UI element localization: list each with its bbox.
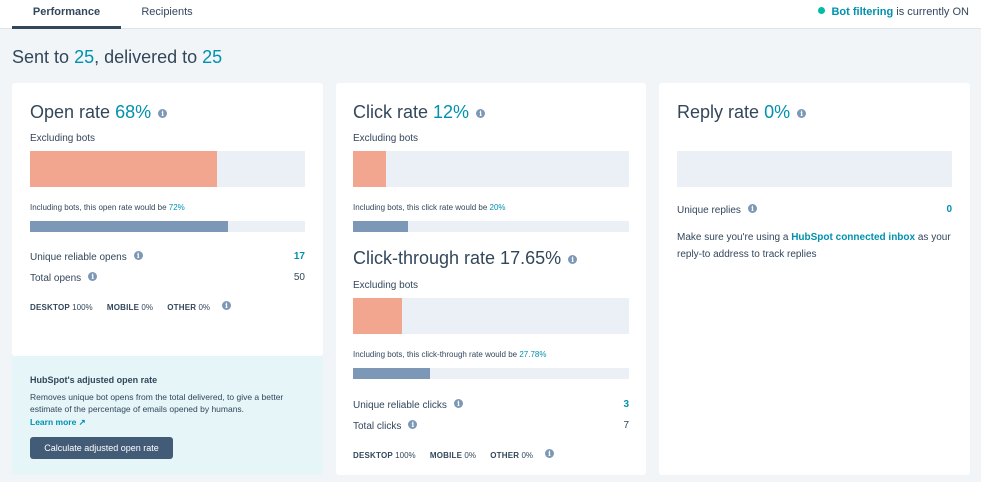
connected-inbox-link[interactable]: HubSpot connected inbox: [791, 232, 916, 243]
total-clicks-text: Total clicks: [353, 421, 402, 432]
unique-replies-label: Unique replies i: [677, 204, 757, 216]
click-rate-label: Click rate: [353, 102, 429, 122]
click-rate-card: Click rate 12% i Excluding bots Including…: [336, 83, 646, 475]
device-other: OTHER 0%: [167, 303, 211, 312]
device-desktop: DESKTOP 100%: [30, 303, 93, 312]
unique-opens-text: Unique reliable opens: [30, 252, 127, 263]
open-rate-value: 68%: [115, 102, 152, 122]
unique-clicks-value[interactable]: 3: [623, 399, 629, 410]
unique-replies-text: Unique replies: [677, 205, 741, 216]
click-rate-bar-fill: [353, 151, 387, 187]
device-mobile: MOBILE 0%: [429, 451, 476, 460]
info-icon[interactable]: i: [545, 449, 555, 458]
info-icon[interactable]: i: [133, 251, 143, 260]
info-icon[interactable]: i: [222, 301, 232, 310]
reply-rate-card: Reply rate 0% i Unique replies i 0 Make su…: [659, 83, 970, 475]
excluding-bots-label: Excluding bots: [353, 280, 419, 291]
open-rate-label: Open rate: [30, 102, 111, 122]
ctr-title: Click-through rate 17.65% i: [353, 248, 578, 269]
click-rate-value: 12%: [433, 102, 470, 122]
including-bots-label: Including bots, this click rate would be: [353, 203, 488, 212]
ctr-including-bar: [353, 368, 629, 379]
open-rate-bar-fill: [30, 151, 217, 187]
bot-filtering-suffix: is currently ON: [896, 6, 969, 18]
sent-count: 25: [74, 47, 95, 67]
including-bots-label: Including bots, this click-through rate …: [353, 350, 518, 359]
click-rate-including-bar: [353, 221, 629, 232]
delivery-summary: Sent to 25, delivered to 25: [12, 47, 222, 68]
unique-clicks-text: Unique reliable clicks: [353, 400, 447, 411]
ctr-including-bar-fill: [353, 368, 430, 379]
note-suffix: as your reply-to address to track replie…: [677, 232, 951, 260]
total-opens-label: Total opens i: [30, 272, 98, 284]
calculate-adjusted-button[interactable]: Calculate adjusted open rate: [30, 437, 173, 459]
total-clicks-value: 7: [623, 420, 629, 431]
device-other: OTHER 0%: [490, 451, 534, 460]
bot-filtering-status: Bot filtering is currently ON: [818, 6, 969, 18]
tab-recipients[interactable]: Recipients: [141, 6, 193, 18]
reply-rate-value: 0%: [764, 102, 791, 122]
delivered-middle: , delivered to: [94, 47, 198, 67]
ctr-bar: [353, 298, 629, 334]
status-dot-icon: [818, 7, 826, 14]
click-rate-including-bar-fill: [353, 221, 409, 232]
ctr-label: Click-through rate 17.65%: [353, 248, 562, 268]
unique-clicks-label: Unique reliable clicks i: [353, 399, 463, 411]
external-link-icon: ↗: [78, 417, 86, 427]
note-prefix: Make sure you're using a: [677, 232, 789, 243]
excluding-bots-label: Excluding bots: [353, 133, 419, 144]
total-clicks-label: Total clicks i: [353, 420, 418, 432]
sent-prefix: Sent to: [12, 47, 70, 67]
unique-opens-value[interactable]: 17: [293, 251, 305, 262]
adjusted-title: HubSpot's adjusted open rate: [30, 375, 158, 385]
open-rate-including-bar: [30, 221, 305, 232]
reply-tracking-note: Make sure you're using a HubSpot connect…: [677, 229, 967, 263]
open-rate-including-bar-fill: [30, 221, 228, 232]
info-icon[interactable]: i: [453, 399, 463, 408]
device-breakdown: DESKTOP 100% MOBILE 0% OTHER 0% i: [30, 301, 237, 312]
tab-performance[interactable]: Performance: [12, 0, 121, 29]
including-bots-text: Including bots, this click-through rate …: [353, 350, 546, 359]
info-icon[interactable]: i: [568, 255, 578, 264]
click-rate-title: Click rate 12% i: [353, 102, 486, 123]
adjusted-open-rate-panel: HubSpot's adjusted open rate Removes uni…: [12, 356, 323, 475]
including-bots-value: 27.78%: [519, 350, 547, 359]
reply-rate-label: Reply rate: [677, 102, 760, 122]
device-breakdown: DESKTOP 100% MOBILE 0% OTHER 0% i: [353, 449, 560, 460]
reply-rate-title: Reply rate 0% i: [677, 102, 807, 123]
unique-opens-label: Unique reliable opens i: [30, 251, 143, 263]
total-opens-text: Total opens: [30, 273, 82, 284]
open-rate-bar: [30, 151, 305, 187]
learn-more-link[interactable]: Learn more ↗: [30, 417, 86, 427]
info-icon[interactable]: i: [476, 109, 486, 118]
device-desktop: DESKTOP 100%: [353, 451, 416, 460]
adjusted-description: Removes unique bot opens from the total …: [30, 392, 284, 414]
device-mobile: MOBILE 0%: [106, 303, 153, 312]
click-rate-bar: [353, 151, 629, 187]
bot-filtering-link[interactable]: Bot filtering: [831, 6, 894, 18]
ctr-bar-fill: [353, 298, 402, 334]
reply-rate-bar: [677, 151, 952, 187]
including-bots-text: Including bots, this open rate would be …: [30, 203, 185, 212]
info-icon[interactable]: i: [88, 272, 98, 281]
delivered-count: 25: [202, 47, 223, 67]
info-icon[interactable]: i: [158, 109, 168, 118]
unique-replies-value[interactable]: 0: [946, 204, 952, 215]
excluding-bots-label: Excluding bots: [30, 133, 96, 144]
open-rate-title: Open rate 68% i: [30, 102, 168, 123]
info-icon[interactable]: i: [797, 109, 807, 118]
including-bots-label: Including bots, this open rate would be: [30, 203, 167, 212]
tab-bar: Performance Recipients Bot filtering is …: [0, 0, 981, 29]
open-rate-card: Open rate 68% i Excluding bots Including …: [12, 83, 323, 356]
info-icon[interactable]: i: [408, 420, 418, 429]
total-opens-value: 50: [293, 272, 305, 283]
including-bots-value: 72%: [168, 203, 185, 212]
info-icon[interactable]: i: [747, 204, 757, 213]
including-bots-text: Including bots, this click rate would be…: [353, 203, 506, 212]
including-bots-value: 20%: [489, 203, 506, 212]
